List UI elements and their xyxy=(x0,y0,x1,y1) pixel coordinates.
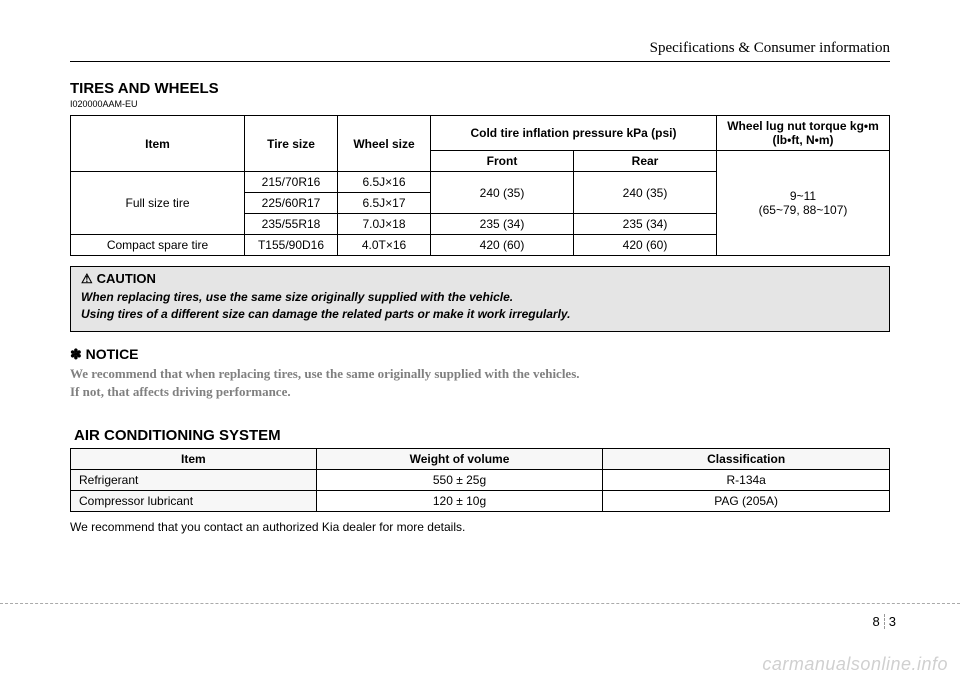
ac-title: AIR CONDITIONING SYSTEM xyxy=(74,427,890,444)
caution-line2: Using tires of a different size can dama… xyxy=(81,307,571,321)
cell-item: Compressor lubricant xyxy=(71,490,317,511)
col-tire-size: Tire size xyxy=(245,116,338,172)
caution-title: CAUTION xyxy=(97,271,156,286)
cell-weight: 120 ± 10g xyxy=(316,490,603,511)
torque-line1: 9~11 xyxy=(790,189,816,203)
full-size-label: Full size tire xyxy=(71,172,245,235)
notice-title-row: ✽ NOTICE xyxy=(70,346,890,363)
cell-rear: 420 (60) xyxy=(574,235,717,256)
notice-title: NOTICE xyxy=(86,346,139,362)
ac-table: Item Weight of volume Classification Ref… xyxy=(70,448,890,512)
caution-body: When replacing tires, use the same size … xyxy=(81,289,879,323)
tires-title: TIRES AND WHEELS xyxy=(70,80,890,97)
watermark: carmanualsonline.info xyxy=(762,654,948,675)
cell-tire-size: T155/90D16 xyxy=(245,235,338,256)
cell-class: R-134a xyxy=(603,469,890,490)
section-header: Specifications & Consumer information xyxy=(70,40,890,62)
col-torque: Wheel lug nut torque kg•m (lb•ft, N•m) xyxy=(717,116,890,151)
col-class: Classification xyxy=(603,448,890,469)
notice-body: We recommend that when replacing tires, … xyxy=(70,365,890,401)
cell-tire-size: 215/70R16 xyxy=(245,172,338,193)
cell-wheel-size: 6.5J×17 xyxy=(338,193,431,214)
cell-rear: 235 (34) xyxy=(574,214,717,235)
caution-box: ⚠ CAUTION When replacing tires, use the s… xyxy=(70,266,890,332)
caution-icon: ⚠ xyxy=(81,271,93,287)
caution-title-row: ⚠ CAUTION xyxy=(81,271,879,287)
col-front: Front xyxy=(431,151,574,172)
tires-table: Item Tire size Wheel size Cold tire infl… xyxy=(70,115,890,256)
col-wheel-size: Wheel size xyxy=(338,116,431,172)
cell-tire-size: 235/55R18 xyxy=(245,214,338,235)
tires-code: I020000AAM-EU xyxy=(70,99,890,109)
footer-divider xyxy=(0,603,960,604)
col-weight: Weight of volume xyxy=(316,448,603,469)
cell-tire-size: 225/60R17 xyxy=(245,193,338,214)
col-item: Item xyxy=(71,116,245,172)
notice-symbol: ✽ xyxy=(70,346,82,362)
col-rear: Rear xyxy=(574,151,717,172)
cell-rear: 240 (35) xyxy=(574,172,717,214)
page-footer: 83 xyxy=(873,614,896,629)
ac-footnote: We recommend that you contact an authori… xyxy=(70,520,890,534)
table-row: Refrigerant 550 ± 25g R-134a xyxy=(71,469,890,490)
caution-line1: When replacing tires, use the same size … xyxy=(81,290,513,304)
page-content: Specifications & Consumer information TI… xyxy=(0,0,960,564)
table-header-row: Item Weight of volume Classification xyxy=(71,448,890,469)
cell-weight: 550 ± 25g xyxy=(316,469,603,490)
cell-front: 240 (35) xyxy=(431,172,574,214)
col-cold-pressure: Cold tire inflation pressure kPa (psi) xyxy=(431,116,717,151)
cell-wheel-size: 4.0T×16 xyxy=(338,235,431,256)
cell-wheel-size: 6.5J×16 xyxy=(338,172,431,193)
cell-front: 420 (60) xyxy=(431,235,574,256)
footer-page: 3 xyxy=(885,614,896,629)
table-header-row: Item Tire size Wheel size Cold tire infl… xyxy=(71,116,890,151)
cell-front: 235 (34) xyxy=(431,214,574,235)
compact-label: Compact spare tire xyxy=(71,235,245,256)
cell-wheel-size: 7.0J×18 xyxy=(338,214,431,235)
torque-cell: 9~11 (65~79, 88~107) xyxy=(717,151,890,256)
table-row: Compressor lubricant 120 ± 10g PAG (205A… xyxy=(71,490,890,511)
col-item: Item xyxy=(71,448,317,469)
notice-line2: If not, that affects driving performance… xyxy=(70,384,291,399)
footer-section: 8 xyxy=(873,614,885,629)
notice-line1: We recommend that when replacing tires, … xyxy=(70,366,580,381)
cell-class: PAG (205A) xyxy=(603,490,890,511)
cell-item: Refrigerant xyxy=(71,469,317,490)
torque-line2: (65~79, 88~107) xyxy=(759,203,848,217)
